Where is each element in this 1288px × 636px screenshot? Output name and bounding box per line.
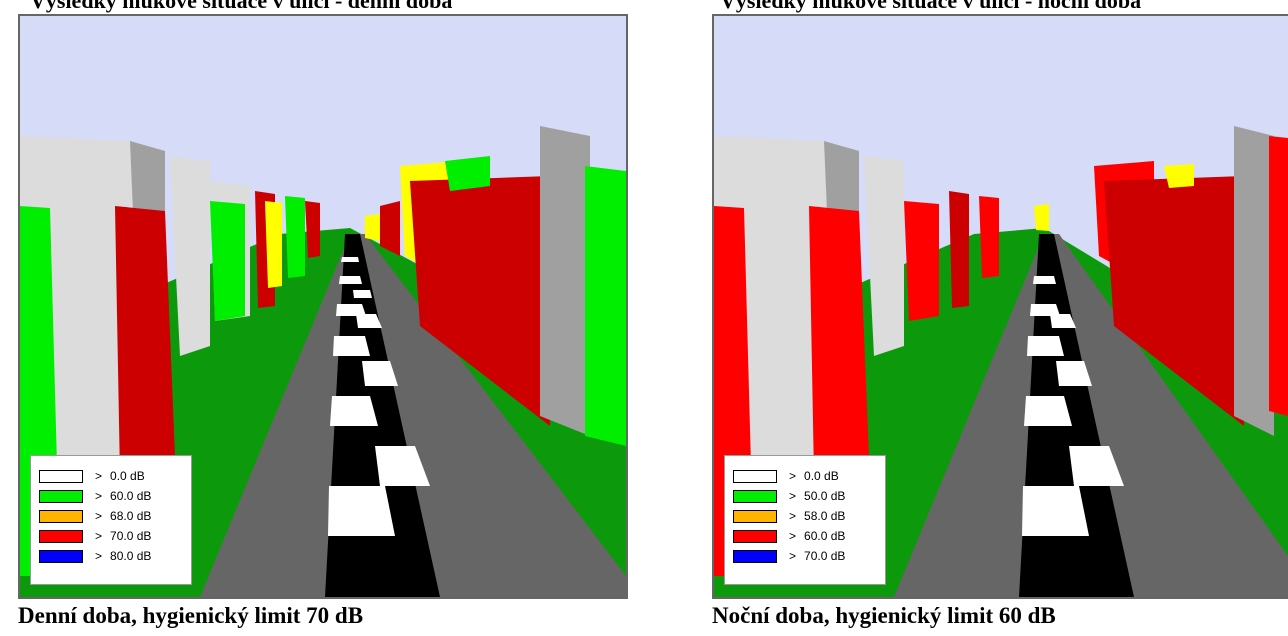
legend-row: >60.0 dB (39, 486, 191, 506)
legend-symbol: > (789, 469, 797, 483)
legend-label: 70.0 dB (804, 549, 846, 563)
caption-night: Noční doba, hygienický limit 60 dB (712, 603, 1056, 628)
legend-swatch (733, 509, 777, 523)
street-visualization-night: >0.0 dB >50.0 dB >58.0 dB >60.0 dB >70.0… (712, 14, 1288, 599)
lane-checks (328, 257, 430, 536)
legend-row: >80.0 dB (39, 546, 191, 566)
legend-label: 0.0 dB (110, 469, 145, 483)
legend-label: 0.0 dB (804, 469, 839, 483)
legend-swatch (39, 529, 83, 543)
legend-symbol: > (95, 469, 103, 483)
legend-swatch (733, 529, 777, 543)
legend-symbol: > (789, 509, 797, 523)
legend-label: 70.0 dB (110, 529, 152, 543)
legend-row: >58.0 dB (733, 506, 885, 526)
legend-row: >70.0 dB (733, 546, 885, 566)
legend-swatch (733, 549, 777, 563)
legend-night: >0.0 dB >50.0 dB >58.0 dB >60.0 dB >70.0… (724, 455, 886, 585)
legend-symbol: > (95, 509, 103, 523)
legend-label: 50.0 dB (804, 489, 846, 503)
legend-swatch (733, 489, 777, 503)
legend-label: 60.0 dB (110, 489, 152, 503)
legend-symbol: > (95, 549, 103, 563)
legend-label: 58.0 dB (804, 509, 846, 523)
legend-symbol: > (95, 489, 103, 503)
legend-label: 80.0 dB (110, 549, 152, 563)
legend-symbol: > (95, 529, 103, 543)
top-text-left: Výsledky hlukové situace v ulici - denní… (30, 0, 453, 13)
legend-swatch (733, 469, 777, 483)
legend-row: >0.0 dB (39, 466, 191, 486)
legend-swatch (39, 489, 83, 503)
legend-symbol: > (789, 529, 797, 543)
legend-day: >0.0 dB >60.0 dB >68.0 dB >70.0 dB >80.0… (30, 455, 192, 585)
legend-swatch (39, 549, 83, 563)
top-text-right: Výsledky hlukové situace v ulici - noční… (720, 0, 1142, 13)
caption-day: Denní doba, hygienický limit 70 dB (18, 603, 364, 628)
legend-swatch (39, 509, 83, 523)
legend-row: >70.0 dB (39, 526, 191, 546)
legend-label: 60.0 dB (804, 529, 846, 543)
road (200, 234, 626, 597)
legend-symbol: > (789, 549, 797, 563)
legend-label: 68.0 dB (110, 509, 152, 523)
legend-row: >0.0 dB (733, 466, 885, 486)
street-visualization-day: >0.0 dB >60.0 dB >68.0 dB >70.0 dB >80.0… (18, 14, 628, 599)
legend-swatch (39, 469, 83, 483)
legend-symbol: > (789, 489, 797, 503)
legend-row: >50.0 dB (733, 486, 885, 506)
legend-row: >68.0 dB (39, 506, 191, 526)
legend-row: >60.0 dB (733, 526, 885, 546)
